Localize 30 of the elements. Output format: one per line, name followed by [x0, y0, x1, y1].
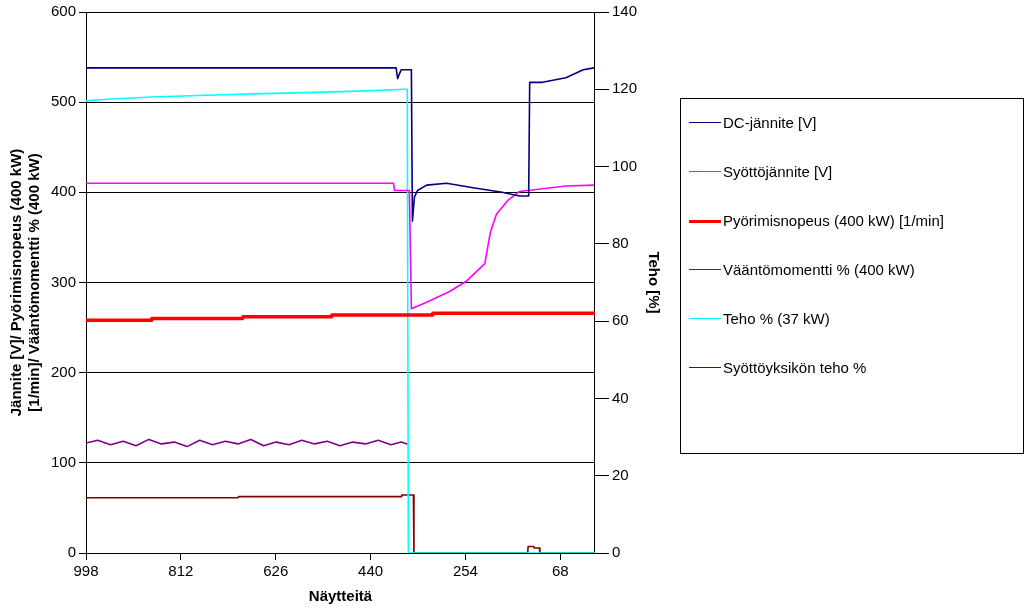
legend-label: Teho % (37 kW) — [722, 309, 830, 329]
y-tick-label: 0 — [67, 543, 77, 561]
legend-label: Pyörimisnopeus (400 kW) [1/min] — [722, 211, 944, 231]
y-tick-label: 200 — [51, 362, 77, 380]
y2-tick-label: 60 — [611, 311, 629, 329]
y2-axis-title: Teho [%] — [645, 251, 663, 314]
y2-tick-label: 80 — [611, 234, 629, 251]
y2-tick-label: 20 — [611, 465, 629, 483]
y-tick-label: 600 — [51, 2, 77, 20]
y-axis-title: Jännite [V]/ Pyörimisnopeus (400 kW) [1/min]/ Vääntömomentti % (400 kW) — [7, 148, 43, 417]
y2-tick-label: 0 — [611, 543, 621, 561]
x-axis-title: Näytteitä — [308, 587, 373, 605]
y-tick-label: 300 — [51, 272, 77, 290]
y-tick-label: 400 — [51, 182, 77, 200]
y2-tick-label: 140 — [611, 2, 637, 20]
x-tick-label: 812 — [168, 562, 194, 580]
y2-tick-label: 100 — [611, 156, 637, 174]
legend-label: Syöttöyksikön teho % — [722, 358, 867, 378]
legend-label: Syöttöjännite [V] — [722, 162, 833, 182]
x-tick-label: 626 — [263, 562, 289, 580]
y2-tick-label: 120 — [611, 79, 637, 97]
legend-label: DC-jännite [V] — [722, 113, 817, 133]
x-tick-label: 254 — [452, 562, 478, 580]
x-tick-label: 998 — [73, 562, 99, 580]
legend-label: Vääntömomentti % (400 kW) — [722, 260, 915, 280]
y-tick-label: 500 — [51, 92, 77, 110]
y-tick-label: 100 — [51, 452, 77, 470]
x-tick-label: 68 — [551, 562, 569, 580]
y2-tick-label: 40 — [611, 388, 629, 406]
x-tick-label: 440 — [358, 562, 384, 580]
